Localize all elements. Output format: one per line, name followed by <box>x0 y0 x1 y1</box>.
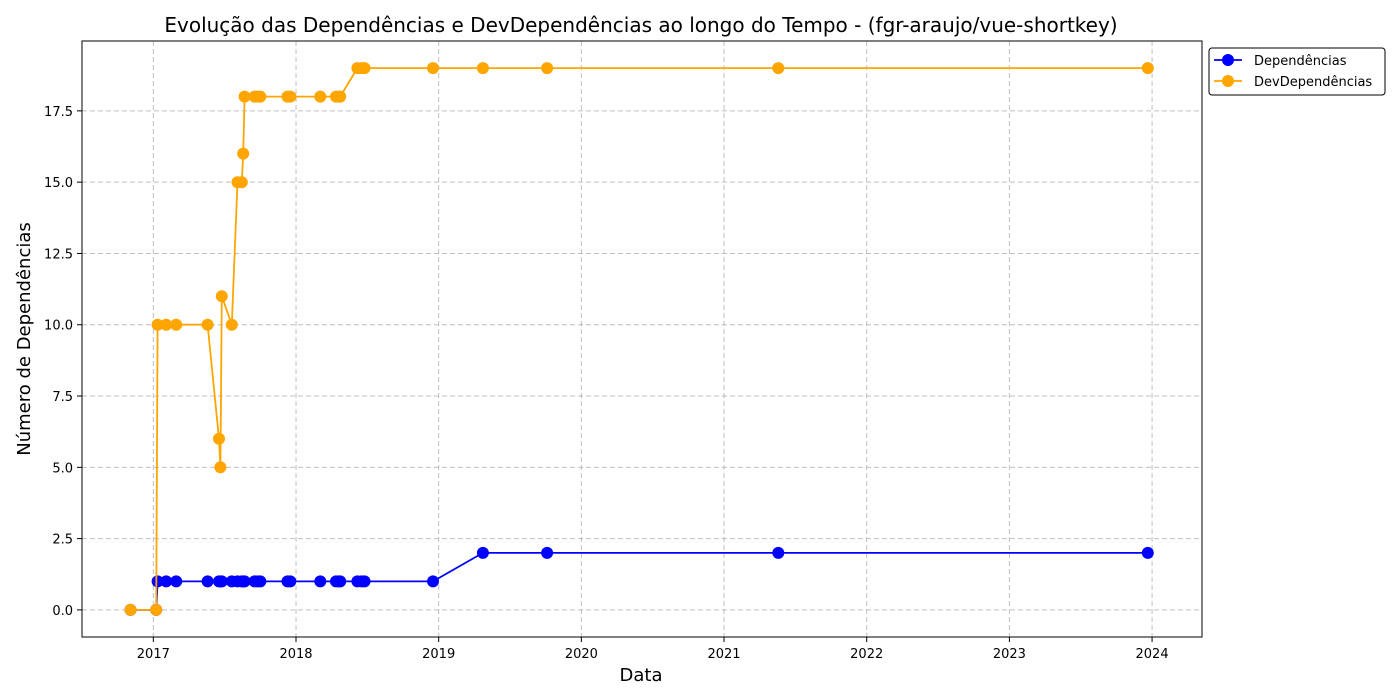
data-point <box>215 290 228 303</box>
x-tick-label-2017: 2017 <box>137 647 170 662</box>
data-point <box>314 575 327 588</box>
data-point <box>541 62 554 75</box>
data-point <box>476 62 489 75</box>
data-point <box>225 318 238 331</box>
data-point <box>541 546 554 559</box>
data-point <box>427 575 439 588</box>
y-tick-label-2-5: 2.5 <box>52 533 73 548</box>
y-tick-label-15-0: 15.0 <box>44 176 73 191</box>
data-point <box>476 546 489 559</box>
legend-marker-dependencias <box>1222 54 1234 66</box>
data-point <box>124 603 137 616</box>
data-point <box>427 62 439 75</box>
data-point <box>314 90 327 103</box>
x-tick-label-2024: 2024 <box>1136 647 1169 662</box>
data-point <box>235 176 248 189</box>
data-point <box>151 575 164 588</box>
data-point <box>1141 546 1154 559</box>
series-0 <box>124 546 1154 616</box>
axis-ticks: 2017 2018 2019 2020 2021 2022 2023 2024 0.0 2.5 5.… <box>44 105 1169 662</box>
x-tick-label-2018: 2018 <box>279 647 312 662</box>
data-point <box>151 318 164 331</box>
grid <box>82 41 1202 637</box>
x-tick-label-2022: 2022 <box>850 647 883 662</box>
data-point <box>213 432 225 445</box>
data-point <box>334 575 347 588</box>
data-point <box>214 461 227 474</box>
data-point <box>238 575 251 588</box>
data-point <box>772 62 785 75</box>
data-point <box>358 575 371 588</box>
data-point <box>150 603 163 616</box>
x-tick-label-2023: 2023 <box>993 647 1026 662</box>
data-point <box>334 90 347 103</box>
legend-marker-devdependencias <box>1222 75 1234 87</box>
data-point <box>1141 62 1154 75</box>
data-point <box>254 575 267 588</box>
data-point <box>215 575 228 588</box>
plot-frame <box>81 40 1203 638</box>
data-point <box>170 318 183 331</box>
x-tick-label-2021: 2021 <box>707 647 740 662</box>
data-point <box>358 62 371 75</box>
y-tick-label-7-5: 7.5 <box>52 390 73 405</box>
data-point <box>238 90 251 103</box>
y-tick-label-10-0: 10.0 <box>44 319 73 334</box>
y-tick-label-17-5: 17.5 <box>44 105 73 120</box>
data-point <box>201 318 214 331</box>
series-line-1 <box>130 67 1148 611</box>
legend-label-dependencias: Dependências <box>1254 54 1347 69</box>
data-point <box>160 318 173 331</box>
x-tick-label-2019: 2019 <box>422 647 455 662</box>
y-tick-label-12-5: 12.5 <box>44 247 73 262</box>
series <box>124 62 1154 616</box>
data-point <box>237 147 250 160</box>
y-tick-label-0-0: 0.0 <box>52 604 73 619</box>
x-axis-label: Data <box>620 665 663 686</box>
legend-label-devdependencias: DevDependências <box>1254 75 1372 90</box>
data-point <box>284 575 297 588</box>
legend-frame <box>1208 47 1386 96</box>
x-tick-label-2020: 2020 <box>565 647 598 662</box>
data-point <box>254 90 267 103</box>
data-point <box>201 575 214 588</box>
chart-title: Evolução das Dependências e DevDependênc… <box>164 13 1117 37</box>
data-point <box>284 90 297 103</box>
series-1 <box>124 62 1154 616</box>
y-tick-label-5-0: 5.0 <box>52 461 73 476</box>
y-axis-label: Número de Dependências <box>14 222 35 456</box>
data-point <box>170 575 183 588</box>
data-point <box>772 546 785 559</box>
data-point <box>160 575 173 588</box>
legend: Dependências DevDependências <box>1208 47 1386 96</box>
